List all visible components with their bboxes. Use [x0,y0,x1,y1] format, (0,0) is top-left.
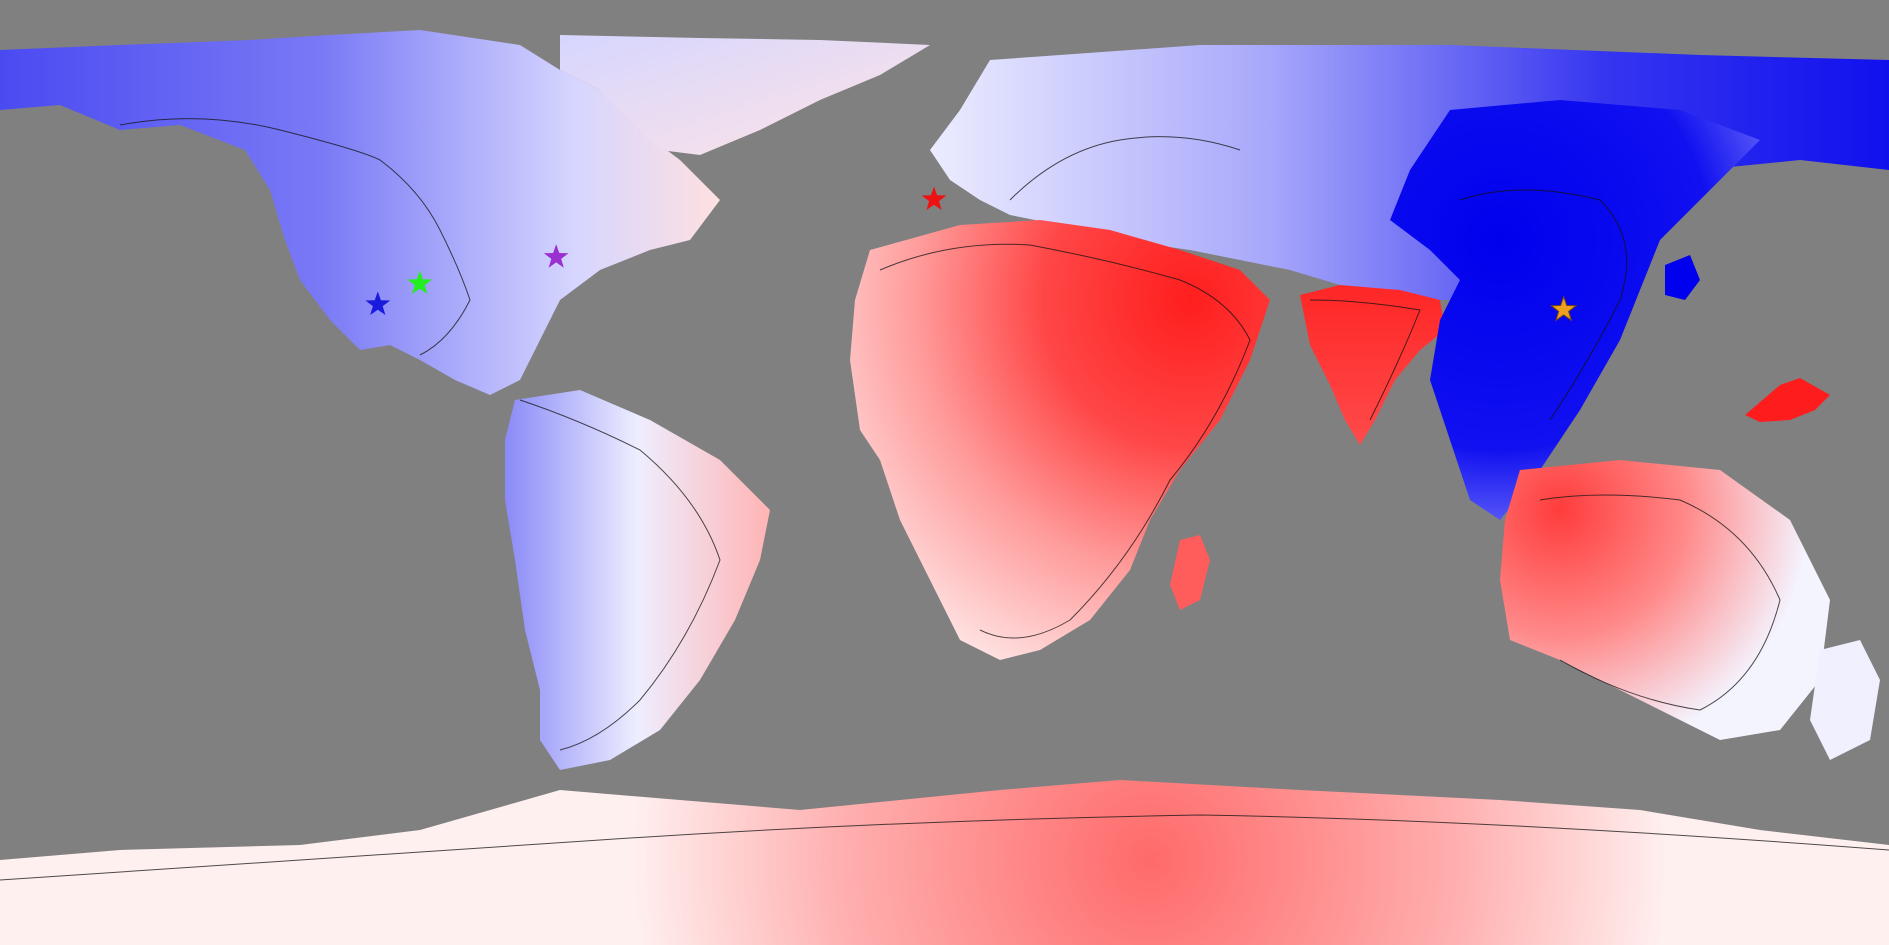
region-pacific-patch [1745,378,1830,422]
region-india [1300,285,1445,445]
region-greenland [560,35,930,155]
coastlines [0,118,1889,881]
region-africa-arabia [850,220,1270,660]
markers-layer [365,186,1578,322]
green-star-marker[interactable] [407,270,433,295]
blue-star-marker[interactable] [365,291,391,316]
region-north-america [0,30,720,395]
region-japan [1665,255,1700,300]
region-new-zealand [1810,640,1880,760]
region-madagascar [1170,535,1210,610]
region-east-asia [1390,100,1760,520]
purple-star-marker[interactable] [543,244,569,268]
region-south-america [505,390,770,770]
red-star-marker[interactable] [921,186,947,211]
orange-star-marker[interactable] [1549,295,1578,322]
region-australia [1500,460,1830,740]
